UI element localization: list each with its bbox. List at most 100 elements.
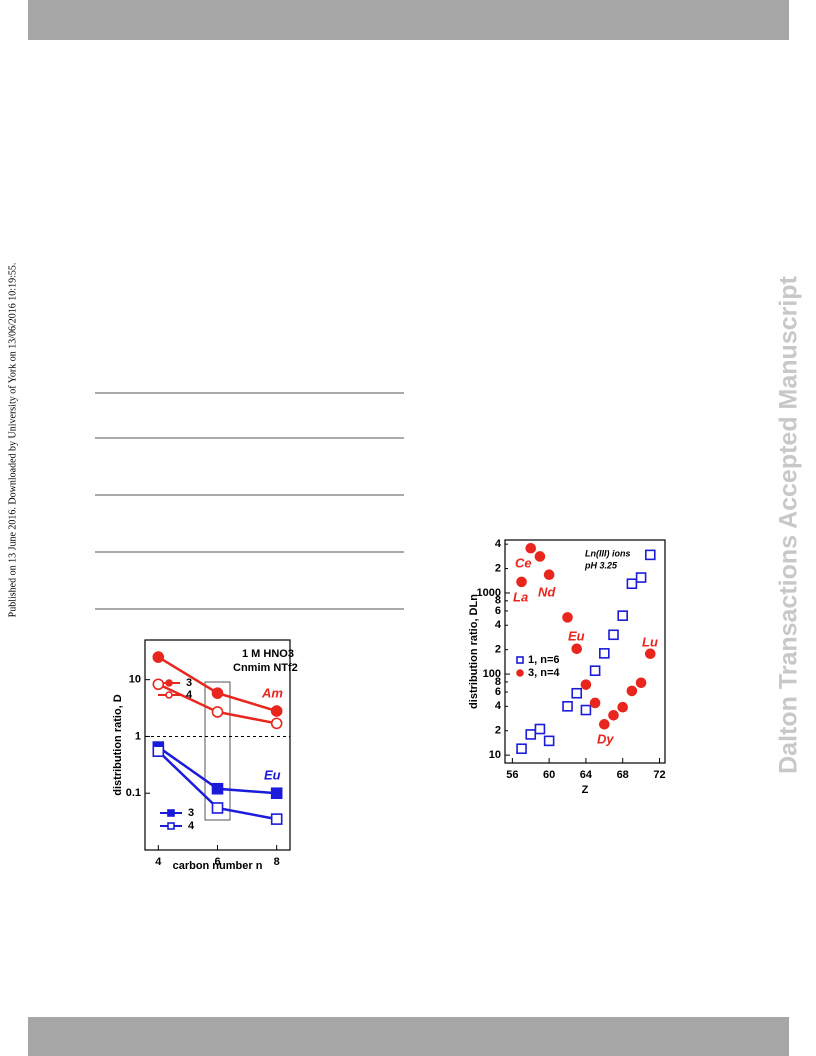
legend-label: 3 (188, 807, 194, 819)
point (562, 701, 573, 712)
annotation: Nd (538, 584, 556, 599)
y-tick-label: 4 (495, 700, 502, 712)
table-rules (95, 392, 404, 610)
y-tick-label: 2 (495, 644, 501, 656)
point (211, 706, 224, 718)
point (152, 678, 165, 691)
watermark: Dalton Transactions Accepted Manuscript (775, 275, 803, 773)
y-tick-label: 4 (495, 538, 502, 550)
legend-label: 1, n=6 (528, 654, 560, 666)
point (534, 551, 546, 562)
annotation: Cnmim NTf2 (233, 662, 298, 674)
point (580, 704, 592, 716)
point (211, 687, 224, 699)
y-tick-label: 6 (495, 605, 501, 617)
point (516, 576, 527, 588)
legend-marker (165, 679, 173, 687)
point (644, 648, 656, 660)
point (525, 542, 537, 554)
annotation: Am (261, 685, 283, 700)
header-bar (28, 0, 789, 40)
legend-label: 3 (186, 677, 192, 689)
x-tick-label: 60 (543, 769, 555, 781)
x-tick-label: 68 (617, 769, 629, 781)
point (599, 648, 610, 659)
point (599, 719, 610, 730)
y-tick-label: 0.1 (126, 787, 141, 799)
point (152, 745, 165, 757)
y-tick-label: 1 (135, 730, 141, 742)
point (270, 813, 283, 825)
annotation: Lu (642, 634, 658, 649)
point (589, 665, 601, 676)
x-tick-label: 8 (274, 856, 280, 868)
download-note: Published on 13 June 2016. Downloaded by… (7, 263, 18, 618)
y-tick-label: 10 (489, 749, 501, 761)
point (525, 729, 537, 740)
x-tick-label: 64 (580, 769, 593, 781)
legend-marker (167, 809, 175, 817)
annotation: Dy (597, 731, 614, 746)
highlight-box (204, 681, 231, 821)
legend-marker (167, 822, 175, 830)
point (589, 697, 601, 709)
x-axis-label: Z (582, 784, 589, 796)
legend-label: 4 (188, 820, 195, 832)
x-tick-label: 72 (653, 769, 665, 781)
y-axis-label: distribution ratio, DLn (468, 594, 480, 709)
point (617, 701, 629, 713)
legend-marker (516, 669, 524, 677)
point (608, 709, 619, 721)
annotation: Eu (568, 628, 585, 643)
point (617, 610, 629, 621)
x-axis-label: carbon number n (173, 860, 263, 872)
point (152, 651, 165, 663)
footer-bar (28, 1017, 789, 1056)
point (580, 679, 592, 690)
y-tick-label: 2 (495, 725, 501, 737)
point (644, 549, 656, 561)
point (211, 802, 224, 814)
point (626, 685, 638, 697)
point (635, 572, 647, 583)
y-tick-label: 6 (495, 686, 501, 698)
legend-marker (165, 691, 173, 699)
annotation: La (513, 589, 528, 604)
point (626, 578, 638, 590)
y-tick-label: 10 (129, 674, 141, 686)
y-tick-label: 8 (495, 676, 501, 688)
point (270, 705, 283, 717)
y-axis-label: distribution ratio, D (112, 694, 124, 795)
y-tick-label: 8 (495, 595, 501, 607)
point (270, 717, 283, 730)
annotation: 1 M HNO3 (242, 648, 294, 660)
y-tick-label: 1000 (477, 587, 501, 599)
annotation: pH 3.25 (584, 560, 618, 570)
point (608, 629, 619, 641)
point (211, 782, 224, 795)
point (543, 735, 555, 747)
plot-frame (504, 539, 666, 764)
x-tick-label: 6 (214, 856, 220, 868)
x-tick-label: 56 (506, 769, 518, 781)
point (543, 569, 555, 580)
point (534, 723, 546, 735)
annotation: Ln(III) ions (585, 548, 631, 558)
point (270, 787, 283, 800)
point (571, 643, 583, 655)
legend-label: 4 (186, 689, 193, 701)
point (571, 687, 583, 699)
y-tick-label: 2 (495, 562, 501, 574)
y-tick-label: 100 (483, 668, 501, 680)
point (516, 743, 527, 755)
legend-marker (516, 656, 524, 664)
x-tick-label: 4 (155, 856, 162, 868)
y-tick-label: 4 (495, 619, 502, 631)
legend-label: 3, n=4 (528, 667, 560, 679)
annotation: Eu (264, 767, 281, 782)
annotation: Ce (515, 555, 532, 570)
point (635, 677, 647, 689)
point (562, 612, 573, 623)
